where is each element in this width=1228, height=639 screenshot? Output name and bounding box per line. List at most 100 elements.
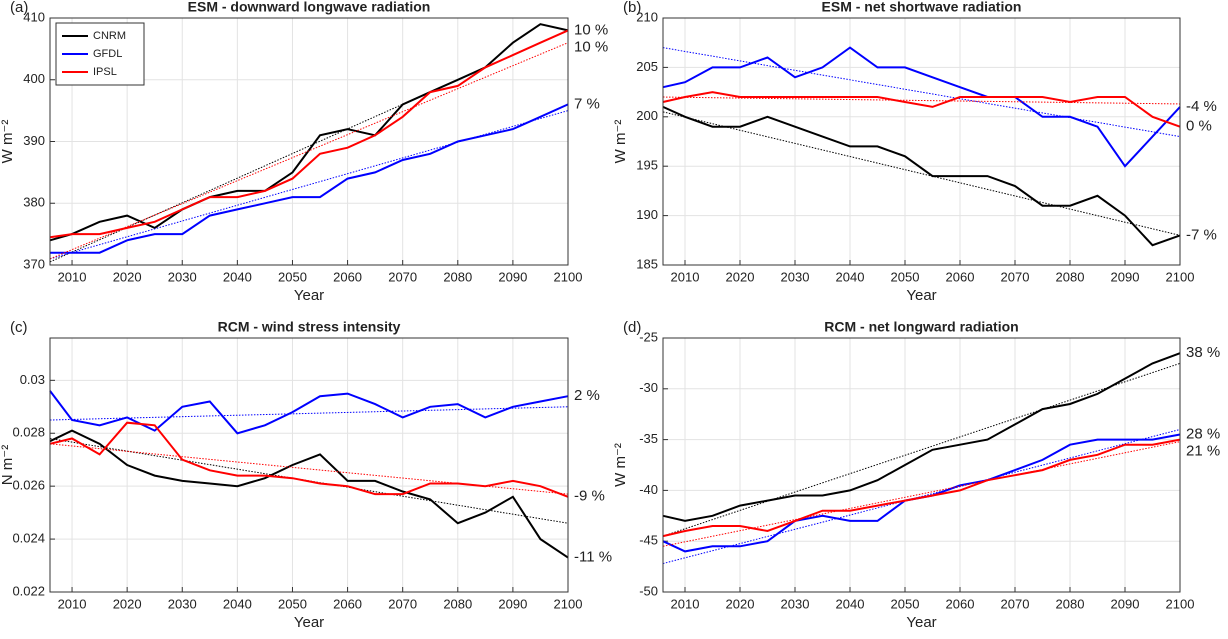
y-tick-label: 210 xyxy=(636,9,658,24)
x-tick-label: 2100 xyxy=(554,596,583,611)
x-tick-label: 2040 xyxy=(836,269,865,284)
y-axis-label: N m⁻² xyxy=(0,445,16,485)
panel-title: RCM - net longward radiation xyxy=(824,319,1018,335)
y-tick-label: 205 xyxy=(636,59,658,74)
x-tick-label: 2020 xyxy=(113,269,142,284)
x-tick-label: 2030 xyxy=(168,596,197,611)
plot-area xyxy=(663,338,1180,592)
y-tick-label: 0.026 xyxy=(12,478,45,493)
change-label: -11 % xyxy=(574,549,612,566)
x-axis-label: Year xyxy=(906,614,936,631)
x-tick-label: 2020 xyxy=(113,596,142,611)
x-tick-label: 2010 xyxy=(671,596,700,611)
x-tick-label: 2050 xyxy=(278,269,307,284)
y-axis-label: W m⁻² xyxy=(612,120,629,164)
change-label: 38 % xyxy=(1186,344,1220,361)
trend-line xyxy=(662,362,1181,537)
panel: 2010 2020 2030 2040 2050 2060 2070 2080 2090 2100… xyxy=(612,319,1220,631)
panel-label: (c) xyxy=(10,319,28,336)
x-tick-label: 2100 xyxy=(1166,596,1195,611)
panel-label: (a) xyxy=(10,0,28,16)
x-tick-label: 2060 xyxy=(333,269,362,284)
trend-line xyxy=(49,42,569,260)
panel-title: ESM - net shortwave radiation xyxy=(822,0,1022,15)
series-line xyxy=(49,429,569,559)
legend-label: GFDL xyxy=(93,48,122,60)
x-tick-label: 2030 xyxy=(168,269,197,284)
x-tick-label: 2080 xyxy=(1056,269,1085,284)
axes-box xyxy=(662,17,1181,266)
change-label: -4 % xyxy=(1186,98,1217,115)
x-tick-label: 2030 xyxy=(781,269,810,284)
trend-line xyxy=(662,428,1181,565)
x-tick-label: 2030 xyxy=(781,596,810,611)
series-line xyxy=(662,352,1181,522)
x-tick-label: 2090 xyxy=(498,596,527,611)
x-tick-label: 2060 xyxy=(946,596,975,611)
y-axis-label: W m⁻² xyxy=(612,443,629,487)
x-tick-label: 2060 xyxy=(946,269,975,284)
change-label: 21 % xyxy=(1186,442,1220,459)
change-label: 28 % xyxy=(1186,425,1220,442)
y-tick-label: 380 xyxy=(23,195,45,210)
y-tick-label: 0.024 xyxy=(12,531,45,546)
x-tick-label: 2070 xyxy=(388,269,417,284)
change-label: 7 % xyxy=(574,95,600,112)
y-tick-label: 0.022 xyxy=(12,583,45,598)
series-line xyxy=(662,91,1181,128)
x-tick-label: 2090 xyxy=(498,269,527,284)
x-tick-label: 2010 xyxy=(58,269,87,284)
y-tick-label: 410 xyxy=(23,9,45,24)
plot-area xyxy=(663,18,1180,265)
x-axis-label: Year xyxy=(294,287,324,304)
y-tick-label: -40 xyxy=(639,482,658,497)
series-line xyxy=(49,421,569,498)
x-tick-label: 2050 xyxy=(891,269,920,284)
x-tick-label: 2090 xyxy=(1111,596,1140,611)
series-line xyxy=(49,390,569,435)
panel: 2010 2020 2030 2040 2050 2060 2070 2080 2090 2100… xyxy=(612,0,1217,304)
x-axis-label: Year xyxy=(906,287,936,304)
y-axis-label: W m⁻² xyxy=(0,120,16,164)
trend-line xyxy=(49,406,569,421)
y-tick-label: 0.03 xyxy=(20,372,45,387)
y-tick-label: -45 xyxy=(639,533,658,548)
y-tick-label: 0.028 xyxy=(12,425,45,440)
x-tick-label: 2020 xyxy=(726,596,755,611)
y-tick-label: 190 xyxy=(636,207,658,222)
trend-line xyxy=(662,441,1181,547)
x-tick-label: 2010 xyxy=(58,596,87,611)
y-tick-label: -25 xyxy=(639,329,658,344)
trend-line xyxy=(662,47,1181,138)
change-label: -7 % xyxy=(1186,226,1217,243)
x-tick-label: 2090 xyxy=(1111,269,1140,284)
y-tick-label: 400 xyxy=(23,71,45,86)
x-tick-label: 2040 xyxy=(223,596,252,611)
x-tick-label: 2040 xyxy=(223,269,252,284)
x-tick-label: 2040 xyxy=(836,596,865,611)
panel: 2010 2020 2030 2040 2050 2060 2070 2080 2090 2100… xyxy=(0,319,612,631)
series-line xyxy=(662,105,1181,247)
panel-title: ESM - downward longwave radiation xyxy=(188,0,431,15)
change-label: 2 % xyxy=(574,387,600,404)
y-tick-label: 200 xyxy=(636,108,658,123)
x-tick-label: 2080 xyxy=(443,269,472,284)
axes-box xyxy=(49,337,569,593)
change-label: -9 % xyxy=(574,488,605,505)
x-tick-label: 2050 xyxy=(278,596,307,611)
axes-box xyxy=(49,17,569,266)
series-line xyxy=(50,103,569,254)
y-tick-label: 185 xyxy=(636,256,658,271)
x-tick-label: 2100 xyxy=(554,269,583,284)
y-tick-label: 370 xyxy=(23,256,45,271)
x-axis-label: Year xyxy=(294,614,324,631)
x-tick-label: 2070 xyxy=(1001,269,1030,284)
x-tick-label: 2070 xyxy=(1001,596,1030,611)
legend-label: CNRM xyxy=(93,30,126,42)
x-tick-label: 2080 xyxy=(443,596,472,611)
x-tick-label: 2010 xyxy=(671,269,700,284)
panel-title: RCM - wind stress intensity xyxy=(218,319,401,335)
series-line xyxy=(662,46,1181,168)
x-tick-label: 2080 xyxy=(1056,596,1085,611)
